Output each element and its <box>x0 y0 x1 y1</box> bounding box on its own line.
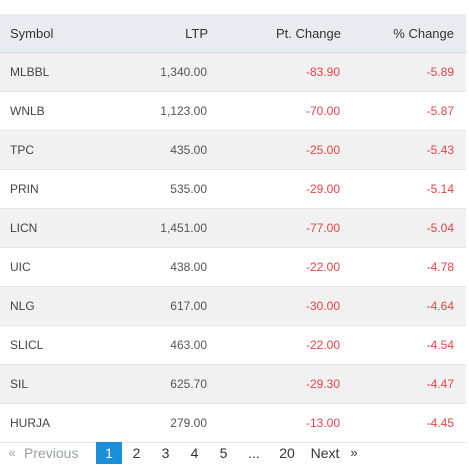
cell-ltp: 435.00 <box>120 130 208 170</box>
header-pt-change[interactable]: Pt. Change <box>208 14 341 53</box>
cell-pt-change: -22.00 <box>208 325 341 365</box>
losers-table-container: Symbol LTP Pt. Change % Change MLBBL 1,34… <box>0 14 466 443</box>
losers-table: Symbol LTP Pt. Change % Change MLBBL 1,34… <box>0 14 466 443</box>
cell-pt-change: -70.00 <box>208 91 341 131</box>
cell-symbol[interactable]: SIL <box>0 364 120 404</box>
cell-symbol[interactable]: WNLB <box>0 91 120 131</box>
table-header: Symbol LTP Pt. Change % Change <box>0 14 466 53</box>
cell-symbol[interactable]: PRIN <box>0 169 120 209</box>
cell-pct-change: -4.78 <box>341 247 466 287</box>
page-3-button[interactable]: 3 <box>161 445 170 461</box>
table-row[interactable]: WNLB 1,123.00 -70.00 -5.87 <box>0 91 466 131</box>
cell-pct-change: -5.14 <box>341 169 466 209</box>
table-row[interactable]: MLBBL 1,340.00 -83.90 -5.89 <box>0 52 466 92</box>
cell-pt-change: -13.00 <box>208 403 341 443</box>
cell-symbol[interactable]: NLG <box>0 286 120 326</box>
cell-pct-change: -4.47 <box>341 364 466 404</box>
header-ltp[interactable]: LTP <box>120 14 208 53</box>
cell-pt-change: -83.90 <box>208 52 341 92</box>
header-pct-change[interactable]: % Change <box>341 14 466 53</box>
pagination-ellipsis: ... <box>248 445 260 461</box>
table-row[interactable]: TPC 435.00 -25.00 -5.43 <box>0 130 466 170</box>
previous-arrow-icon[interactable]: « <box>8 445 16 460</box>
cell-symbol[interactable]: LICN <box>0 208 120 248</box>
cell-symbol[interactable]: HURJA <box>0 403 120 443</box>
next-arrow-icon[interactable]: » <box>350 445 358 460</box>
cell-pct-change: -5.87 <box>341 91 466 131</box>
table-body: MLBBL 1,340.00 -83.90 -5.89 WNLB 1,123.00 -70.… <box>0 52 466 443</box>
cell-ltp: 1,340.00 <box>120 52 208 92</box>
cell-pt-change: -25.00 <box>208 130 341 170</box>
previous-button[interactable]: Previous <box>24 445 79 461</box>
page-2-button[interactable]: 2 <box>132 445 141 461</box>
cell-pct-change: -5.89 <box>341 52 466 92</box>
cell-pct-change: -4.64 <box>341 286 466 326</box>
cell-symbol[interactable]: MLBBL <box>0 52 120 92</box>
page-5-button[interactable]: 5 <box>219 445 228 461</box>
cell-ltp: 279.00 <box>120 403 208 443</box>
page-1-button[interactable]: 1 <box>96 442 122 464</box>
table-row[interactable]: LICN 1,451.00 -77.00 -5.04 <box>0 208 466 248</box>
cell-symbol[interactable]: UIC <box>0 247 120 287</box>
cell-pct-change: -4.45 <box>341 403 466 443</box>
cell-ltp: 463.00 <box>120 325 208 365</box>
next-button[interactable]: Next <box>310 445 340 461</box>
table-row[interactable]: NLG 617.00 -30.00 -4.64 <box>0 286 466 326</box>
cell-pct-change: -5.43 <box>341 130 466 170</box>
pagination: « Previous 1 2 3 4 5 ... 20 Next » <box>0 441 362 465</box>
cell-ltp: 1,123.00 <box>120 91 208 131</box>
cell-ltp: 438.00 <box>120 247 208 287</box>
cell-pt-change: -29.00 <box>208 169 341 209</box>
cell-pt-change: -30.00 <box>208 286 341 326</box>
cell-pt-change: -29.30 <box>208 364 341 404</box>
cell-ltp: 617.00 <box>120 286 208 326</box>
table-row[interactable]: SLICL 463.00 -22.00 -4.54 <box>0 325 466 365</box>
cell-symbol[interactable]: SLICL <box>0 325 120 365</box>
table-row[interactable]: PRIN 535.00 -29.00 -5.14 <box>0 169 466 209</box>
cell-symbol[interactable]: TPC <box>0 130 120 170</box>
cell-pct-change: -5.04 <box>341 208 466 248</box>
cell-ltp: 1,451.00 <box>120 208 208 248</box>
cell-ltp: 625.70 <box>120 364 208 404</box>
table-row[interactable]: HURJA 279.00 -13.00 -4.45 <box>0 403 466 443</box>
cell-pct-change: -4.54 <box>341 325 466 365</box>
page-4-button[interactable]: 4 <box>190 445 199 461</box>
header-symbol[interactable]: Symbol <box>0 14 120 53</box>
page-20-button[interactable]: 20 <box>279 445 295 461</box>
table-row[interactable]: UIC 438.00 -22.00 -4.78 <box>0 247 466 287</box>
table-header-row: Symbol LTP Pt. Change % Change <box>0 14 466 53</box>
cell-ltp: 535.00 <box>120 169 208 209</box>
cell-pt-change: -77.00 <box>208 208 341 248</box>
cell-pt-change: -22.00 <box>208 247 341 287</box>
table-row[interactable]: SIL 625.70 -29.30 -4.47 <box>0 364 466 404</box>
